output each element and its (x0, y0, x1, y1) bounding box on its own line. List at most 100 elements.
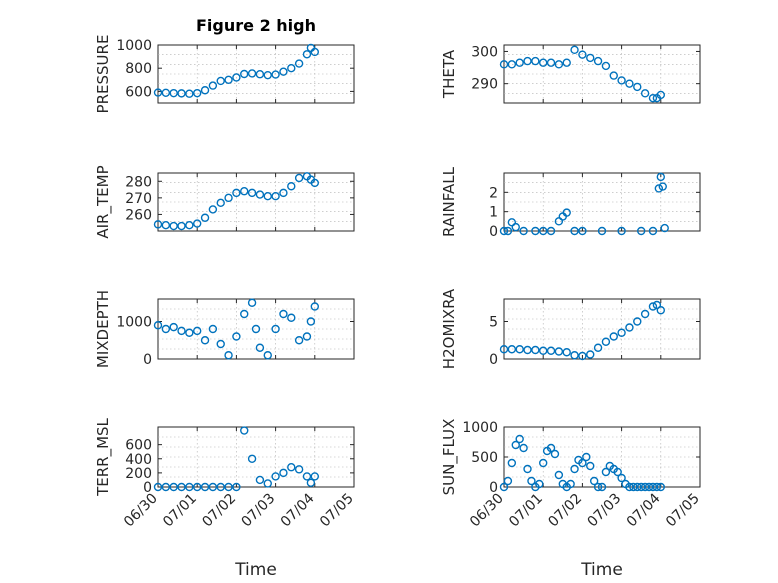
data-point (306, 317, 316, 326)
data-point (232, 188, 241, 198)
data-point (531, 345, 540, 355)
x-tick-label: 07/04 (624, 490, 664, 530)
y-tick-label: 0 (489, 352, 498, 368)
data-point (200, 86, 210, 95)
data-point (169, 88, 178, 98)
data-point (562, 348, 571, 357)
data-point (570, 351, 579, 360)
data-point (224, 482, 233, 492)
x-tick-label: 07/01 (506, 491, 546, 531)
data-point (200, 213, 210, 222)
data-point (633, 482, 642, 492)
data-point (192, 326, 202, 336)
data-point (251, 324, 261, 334)
data-point (153, 482, 163, 492)
subplot-8: 0 500 1000 06/30 07/01 07/02 07/03 07/04 07/05 SU… (440, 419, 703, 531)
data-point (637, 226, 646, 236)
data-point (593, 56, 603, 66)
data-point (271, 70, 280, 79)
data-point (539, 458, 548, 468)
data-point (515, 434, 524, 444)
y-axis-label: THETA (440, 49, 458, 99)
y-tick-label: 400 (125, 452, 152, 468)
data-point (531, 226, 540, 236)
y-axis-label: TERR_MSL (94, 417, 113, 496)
x-tick-label: 07/01 (160, 491, 200, 531)
data-point (247, 188, 257, 198)
data-point (629, 482, 638, 492)
data-point (153, 220, 163, 229)
y-tick-label: 1000 (116, 38, 152, 54)
data-point (302, 472, 312, 481)
data-point (597, 226, 607, 236)
data-point (637, 482, 646, 492)
data-point (232, 482, 241, 492)
data-point (240, 426, 249, 435)
data-point (589, 476, 599, 486)
data-point (523, 464, 532, 474)
data-point (310, 302, 319, 311)
data-point (279, 309, 288, 319)
data-point (578, 351, 587, 361)
data-point (177, 326, 186, 336)
data-point (660, 223, 669, 233)
data-point (535, 479, 544, 489)
data-point (503, 226, 513, 236)
data-point (570, 464, 579, 474)
data-point (648, 482, 658, 492)
data-point (161, 482, 171, 492)
x-axis-label-left: Time (234, 560, 277, 580)
data-point (185, 328, 194, 337)
data-point (609, 71, 618, 80)
data-point (224, 75, 233, 85)
data-point (216, 339, 225, 349)
data-point (224, 193, 233, 203)
data-point (294, 465, 304, 474)
data-point (546, 443, 556, 453)
data-point (507, 60, 517, 69)
data-point (310, 178, 319, 188)
data-point (208, 482, 218, 492)
data-point (177, 221, 186, 231)
data-point (654, 184, 664, 193)
data-point (539, 226, 548, 236)
data-point (185, 220, 194, 230)
data-point (625, 79, 634, 88)
y-tick-label: 500 (471, 450, 498, 466)
data-point (255, 190, 265, 199)
y-axis-label: RAINFALL (440, 166, 458, 237)
data-point (302, 50, 312, 59)
data-point (613, 467, 622, 477)
data-point (515, 345, 524, 354)
data-point (656, 306, 665, 315)
data-point (499, 345, 509, 354)
data-point (161, 324, 171, 334)
data-point (161, 220, 171, 230)
data-point (609, 332, 618, 341)
y-axis-label: H2OMIXRA (440, 288, 458, 369)
data-point (523, 345, 532, 355)
data-point (550, 449, 560, 459)
data-point (177, 482, 186, 492)
data-point (648, 226, 658, 236)
x-tick-label: 07/04 (278, 490, 318, 530)
data-point (554, 470, 564, 480)
x-tick-label: 07/03 (239, 491, 279, 531)
subplot-4: 0 1 2 RAINFALL (440, 166, 701, 240)
y-tick-label: 1 (489, 205, 498, 221)
data-point (507, 458, 517, 468)
data-point (263, 479, 272, 488)
data-point (279, 468, 288, 478)
data-point (515, 58, 524, 67)
data-point (507, 345, 517, 354)
subplot-6: 0 5 H2OMIXRA (440, 288, 701, 369)
data-point (578, 458, 587, 468)
data-point (648, 302, 658, 311)
data-point (586, 350, 595, 359)
data-point (531, 56, 540, 66)
data-point (200, 482, 210, 492)
data-point (578, 226, 587, 236)
